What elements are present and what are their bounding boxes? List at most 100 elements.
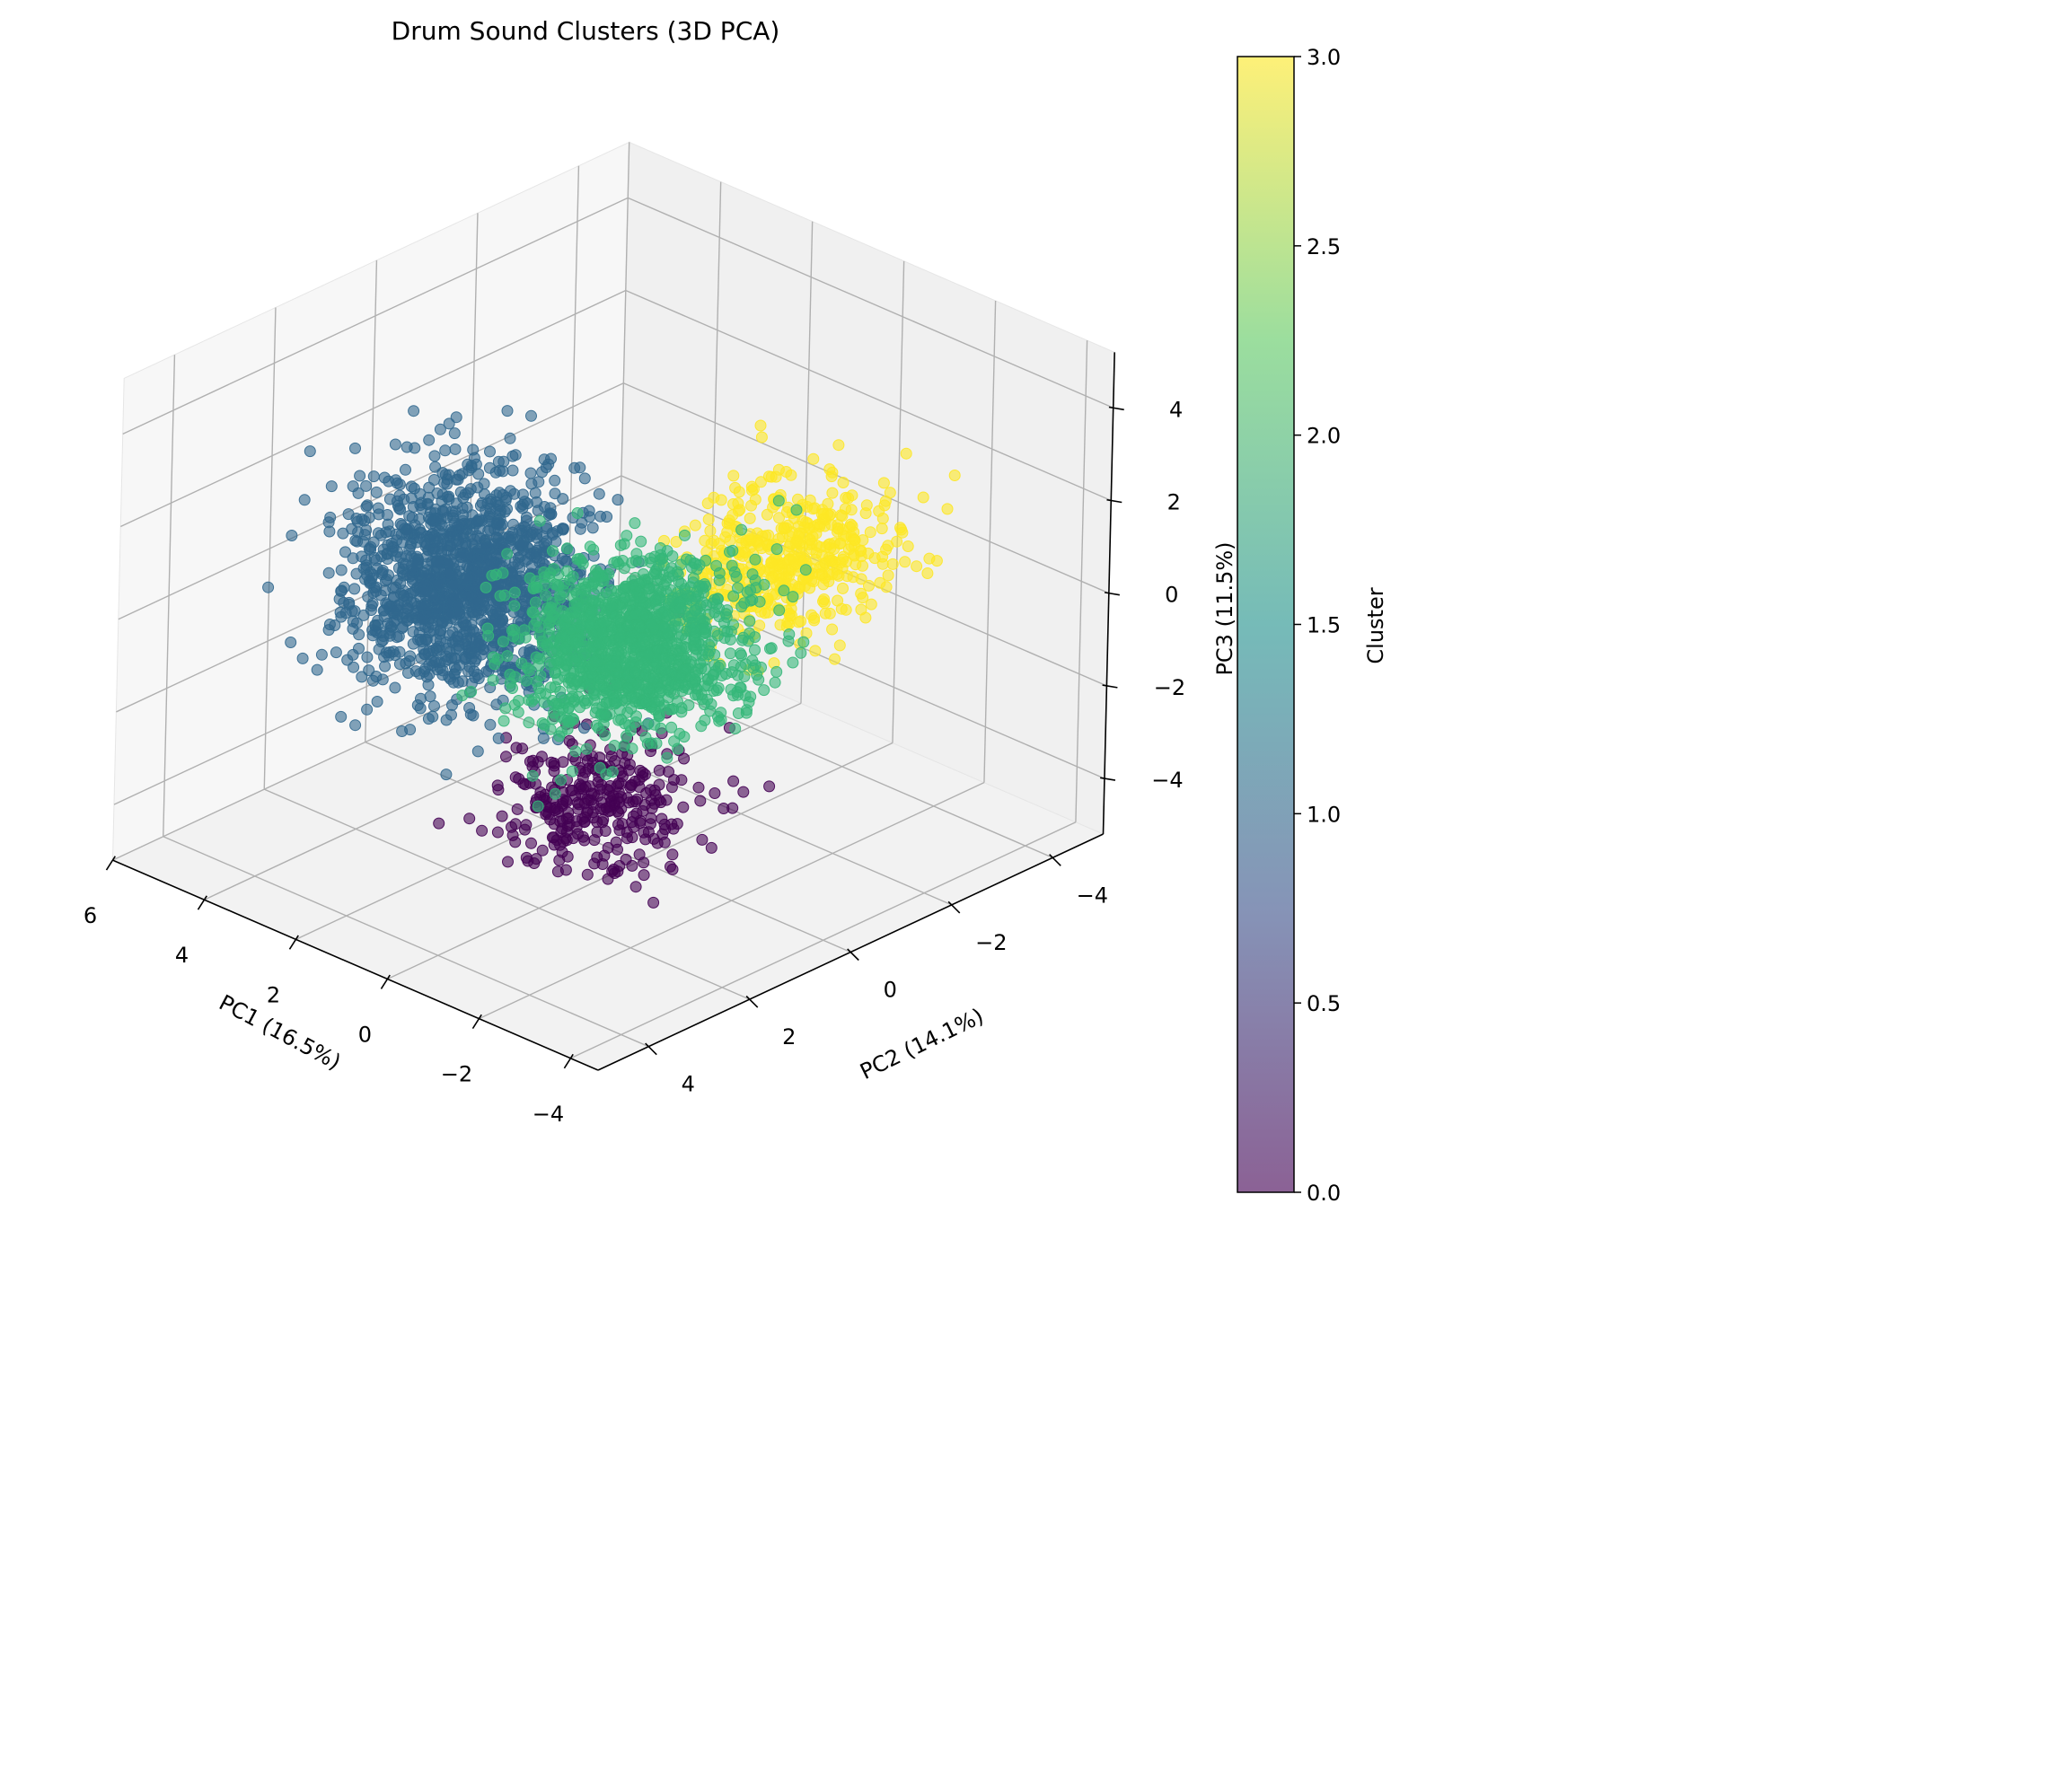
scatter-point-cluster-1 bbox=[525, 478, 538, 490]
scatter-point-cluster-2 bbox=[529, 596, 541, 609]
scatter-point-cluster-0 bbox=[613, 795, 626, 808]
scatter-point-cluster-1 bbox=[360, 479, 373, 492]
scatter-point-cluster-0 bbox=[566, 784, 578, 796]
scatter-point-cluster-2 bbox=[676, 685, 689, 697]
scatter-point-cluster-2 bbox=[571, 507, 584, 519]
tick-mark bbox=[1102, 684, 1118, 689]
scatter-point-cluster-1 bbox=[429, 461, 442, 473]
scatter-point-cluster-1 bbox=[420, 633, 433, 646]
scatter-point-cluster-2 bbox=[635, 535, 647, 548]
scatter-point-cluster-1 bbox=[476, 604, 489, 617]
scatter-point-cluster-2 bbox=[660, 674, 673, 687]
scatter-point-cluster-0 bbox=[509, 836, 522, 848]
scatter-point-cluster-3 bbox=[825, 470, 838, 483]
scatter-point-cluster-1 bbox=[262, 581, 275, 593]
scatter-point-cluster-1 bbox=[339, 546, 351, 558]
chart-title: Drum Sound Clusters (3D PCA) bbox=[392, 16, 780, 46]
scatter-point-cluster-2 bbox=[523, 664, 535, 677]
scatter-point-cluster-2 bbox=[639, 696, 652, 708]
scatter-point-cluster-2 bbox=[629, 666, 641, 679]
scatter-point-cluster-3 bbox=[808, 611, 821, 624]
scatter-point-cluster-1 bbox=[536, 466, 549, 479]
scatter-point-cluster-1 bbox=[402, 527, 415, 540]
scatter-point-cluster-2 bbox=[526, 769, 539, 782]
scatter-point-cluster-2 bbox=[758, 684, 770, 697]
scatter-point-cluster-0 bbox=[631, 793, 644, 805]
scatter-point-cluster-3 bbox=[704, 524, 717, 537]
pca-scatter-chart: Drum Sound Clusters (3D PCA) 6 4 2 0 −2 −4 −4 −… bbox=[84, 16, 1388, 1206]
scatter-point-cluster-0 bbox=[579, 781, 592, 793]
scatter-point-cluster-1 bbox=[446, 698, 458, 711]
scatter-point-cluster-2 bbox=[620, 580, 631, 593]
scatter-point-cluster-2 bbox=[523, 716, 535, 729]
scatter-point-cluster-2 bbox=[589, 570, 602, 583]
scatter-point-cluster-1 bbox=[401, 550, 413, 562]
colorbar-tick-label: 0.0 bbox=[1307, 1181, 1341, 1206]
y-grid-floor bbox=[263, 788, 751, 1000]
scatter-point-cluster-2 bbox=[605, 600, 618, 612]
scatter-point-cluster-1 bbox=[461, 570, 473, 583]
scatter-point-cluster-2 bbox=[689, 621, 701, 634]
scatter-point-cluster-3 bbox=[758, 566, 770, 578]
scatter-point-cluster-1 bbox=[509, 449, 522, 461]
scatter-point-cluster-3 bbox=[876, 550, 889, 563]
x-tick-label: −2 bbox=[441, 1062, 472, 1087]
scatter-point-cluster-1 bbox=[366, 597, 379, 610]
scatter-point-cluster-0 bbox=[560, 813, 573, 825]
scatter-point-cluster-1 bbox=[423, 434, 436, 446]
scatter-point-cluster-3 bbox=[778, 523, 790, 535]
scatter-point-cluster-2 bbox=[640, 662, 653, 674]
scatter-point-cluster-2 bbox=[612, 614, 625, 626]
scatter-point-cluster-2 bbox=[487, 674, 499, 687]
scatter-point-cluster-2 bbox=[769, 676, 781, 689]
scatter-point-cluster-3 bbox=[777, 557, 789, 569]
scatter-point-cluster-2 bbox=[508, 600, 521, 612]
scatter-point-cluster-1 bbox=[304, 445, 316, 458]
scatter-point-cluster-0 bbox=[500, 751, 512, 763]
scatter-point-cluster-2 bbox=[689, 604, 701, 617]
scatter-point-cluster-1 bbox=[443, 671, 455, 683]
scatter-point-cluster-2 bbox=[584, 678, 596, 690]
scatter-point-cluster-1 bbox=[382, 553, 393, 565]
scatter-point-cluster-1 bbox=[593, 488, 605, 500]
scatter-point-cluster-2 bbox=[498, 589, 511, 602]
scatter-point-cluster-2 bbox=[608, 740, 621, 751]
scatter-point-cluster-2 bbox=[465, 685, 478, 698]
scatter-point-cluster-1 bbox=[515, 500, 527, 513]
scatter-point-cluster-1 bbox=[296, 652, 309, 664]
colorbar-tick-label: 2.0 bbox=[1307, 424, 1341, 449]
scatter-point-cluster-1 bbox=[372, 502, 384, 514]
scatter-point-cluster-2 bbox=[585, 605, 598, 618]
scatter-point-cluster-2 bbox=[658, 579, 670, 592]
tick-mark bbox=[745, 995, 759, 1008]
scatter-point-cluster-3 bbox=[708, 534, 720, 547]
scatter-point-cluster-3 bbox=[804, 582, 816, 594]
z-grid-left bbox=[119, 289, 627, 528]
scatter-point-cluster-1 bbox=[342, 508, 355, 521]
scatter-point-cluster-3 bbox=[702, 514, 715, 525]
scatter-point-cluster-1 bbox=[445, 523, 457, 536]
scatter-point-cluster-0 bbox=[588, 834, 601, 847]
scatter-point-cluster-2 bbox=[508, 586, 521, 599]
scatter-point-cluster-1 bbox=[455, 550, 468, 563]
scatter-point-cluster-2 bbox=[744, 615, 756, 628]
scatter-point-cluster-0 bbox=[696, 833, 709, 846]
scatter-point-cluster-2 bbox=[724, 546, 735, 558]
scatter-point-cluster-1 bbox=[392, 599, 405, 611]
scatter-point-cluster-2 bbox=[520, 674, 533, 687]
tick-mark bbox=[380, 974, 391, 989]
scatter-point-cluster-2 bbox=[538, 718, 550, 731]
colorbar-ticks: 0.0 0.5 1.0 1.5 2.0 2.5 3.0 bbox=[1294, 45, 1341, 1206]
scatter-point-cluster-3 bbox=[701, 497, 714, 510]
scatter-point-cluster-1 bbox=[435, 578, 447, 590]
tick-mark bbox=[947, 900, 961, 914]
scatter-point-cluster-2 bbox=[729, 723, 742, 734]
scatter-point-cluster-2 bbox=[623, 719, 636, 732]
scatter-point-cluster-1 bbox=[361, 703, 374, 716]
scatter-point-cluster-0 bbox=[528, 857, 541, 869]
z-tick-label: −4 bbox=[1151, 768, 1183, 793]
scatter-point-cluster-1 bbox=[352, 487, 365, 499]
scatter-point-cluster-0 bbox=[622, 764, 635, 777]
scatter-point-cluster-1 bbox=[387, 541, 400, 554]
scatter-point-cluster-3 bbox=[755, 542, 768, 555]
